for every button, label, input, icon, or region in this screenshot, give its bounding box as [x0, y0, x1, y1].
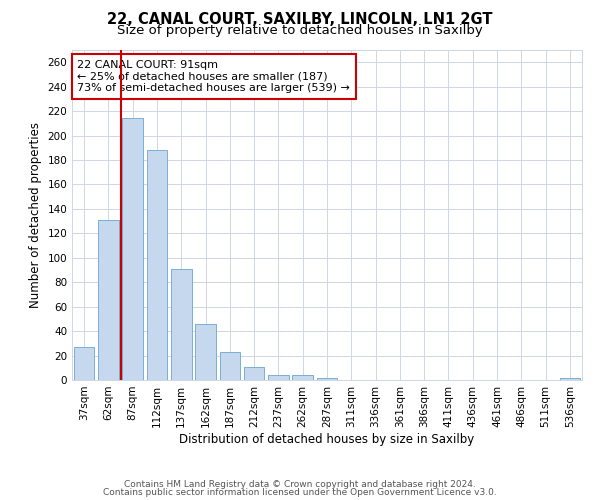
Text: 22, CANAL COURT, SAXILBY, LINCOLN, LN1 2GT: 22, CANAL COURT, SAXILBY, LINCOLN, LN1 2… — [107, 12, 493, 28]
Y-axis label: Number of detached properties: Number of detached properties — [29, 122, 42, 308]
Text: Contains HM Land Registry data © Crown copyright and database right 2024.: Contains HM Land Registry data © Crown c… — [124, 480, 476, 489]
Bar — [74, 347, 94, 380]
Bar — [220, 352, 240, 380]
X-axis label: Distribution of detached houses by size in Saxilby: Distribution of detached houses by size … — [179, 432, 475, 446]
Text: Contains public sector information licensed under the Open Government Licence v3: Contains public sector information licen… — [103, 488, 497, 497]
Bar — [171, 269, 191, 380]
Bar — [195, 324, 216, 380]
Bar — [98, 220, 119, 380]
Text: 22 CANAL COURT: 91sqm
← 25% of detached houses are smaller (187)
73% of semi-det: 22 CANAL COURT: 91sqm ← 25% of detached … — [77, 60, 350, 93]
Bar — [292, 375, 313, 380]
Bar — [146, 150, 167, 380]
Bar — [268, 375, 289, 380]
Bar — [560, 378, 580, 380]
Bar — [317, 378, 337, 380]
Bar — [122, 118, 143, 380]
Text: Size of property relative to detached houses in Saxilby: Size of property relative to detached ho… — [117, 24, 483, 37]
Bar — [244, 366, 265, 380]
